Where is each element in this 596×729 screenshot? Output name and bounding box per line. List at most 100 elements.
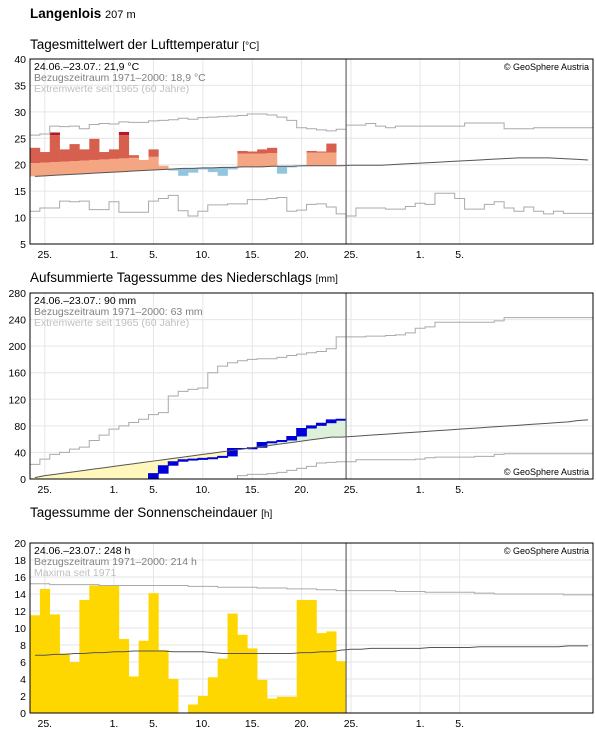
precipitation-deviation-fill xyxy=(59,473,70,479)
temperature-title-text: Tagesmittelwert der Lufttemperatur xyxy=(30,37,239,52)
precipitation-deviation-fill xyxy=(217,451,228,457)
temperature-bar-warm xyxy=(267,147,278,154)
precipitation-deviation-fill xyxy=(158,459,169,466)
precipitation-xtick-label: 10. xyxy=(196,484,211,496)
sunshine-bar xyxy=(326,631,337,713)
temperature-chart xyxy=(29,58,594,245)
temperature-bar-above-normal xyxy=(49,162,60,176)
temperature-bar-record xyxy=(118,131,130,136)
sunshine-bar xyxy=(207,677,218,713)
temperature-bar-warm xyxy=(39,152,51,163)
precipitation-xtick-label: 15. xyxy=(245,484,260,496)
temperature-bar-below-normal xyxy=(197,167,209,170)
precipitation-xtick-label: 1. xyxy=(416,484,425,496)
temperature-info-reference: Bezugszeitraum 1971–2000: 18,9 °C xyxy=(34,72,206,84)
temperature-bar-above-normal xyxy=(316,152,327,166)
precipitation-deviation-fill xyxy=(30,477,41,479)
temperature-xtick-label: 5. xyxy=(149,249,158,261)
sunshine-bar xyxy=(118,639,130,713)
precipitation-deviation-fill xyxy=(99,467,110,479)
precipitation-deviation-fill xyxy=(207,453,218,458)
sunshine-bar xyxy=(109,585,120,713)
precipitation-deviation-fill xyxy=(336,419,347,438)
sunshine-xtick-label: 20. xyxy=(294,718,309,729)
precipitation-ytick-label: 280 xyxy=(8,288,26,300)
precipitation-daily-bar xyxy=(296,428,307,437)
precipitation-daily-bar xyxy=(197,458,209,460)
precipitation-daily-bar xyxy=(188,459,199,461)
precipitation-unit: [mm] xyxy=(315,274,338,285)
precipitation-deviation-fill xyxy=(316,423,327,439)
temperature-bar-above-normal xyxy=(158,165,169,170)
temperature-bar-below-normal xyxy=(217,167,228,176)
sunshine-ytick-label: 0 xyxy=(20,708,26,720)
sunshine-bar xyxy=(306,599,317,713)
sunshine-bar xyxy=(158,650,169,713)
temperature-bar-above-normal xyxy=(69,161,80,175)
precipitation-ytick-label: 120 xyxy=(8,394,26,406)
precipitation-daily-bar xyxy=(217,456,228,458)
temperature-bar-warm xyxy=(79,149,90,161)
temperature-bar-above-normal xyxy=(39,162,51,176)
temperature-xtick-label: 20. xyxy=(294,249,309,261)
temperature-bar-warm xyxy=(89,138,100,160)
sunshine-bar xyxy=(148,593,159,713)
temperature-xtick-label: 15. xyxy=(245,249,260,261)
precipitation-ytick-label: 40 xyxy=(14,447,26,459)
temperature-ytick-label: 20 xyxy=(14,160,26,172)
temperature-ytick-label: 25 xyxy=(14,133,26,145)
precipitation-deviation-fill xyxy=(197,454,209,459)
station-altitude: 207 m xyxy=(105,9,136,21)
sunshine-info-current: 24.06.–23.07.: 248 h xyxy=(34,545,130,557)
sunshine-bar xyxy=(59,653,70,713)
station-header: Langenlois 207 m xyxy=(30,6,136,21)
temperature-bar-above-normal xyxy=(30,163,41,177)
precipitation-ytick-label: 80 xyxy=(14,421,26,433)
temperature-xtick-label: 25. xyxy=(344,249,359,261)
sunshine-xtick-label: 1. xyxy=(110,718,119,729)
sunshine-ytick-label: 6 xyxy=(20,657,26,669)
precipitation-ytick-label: 160 xyxy=(8,368,26,380)
temperature-bar-above-normal xyxy=(59,161,70,175)
temperature-record-high-line xyxy=(30,113,593,136)
temperature-bar-above-normal xyxy=(89,159,100,174)
sunshine-bar xyxy=(128,676,139,713)
precipitation-daily-bar xyxy=(158,465,169,474)
precipitation-daily-bar xyxy=(306,425,317,429)
temperature-xtick-label: 5. xyxy=(455,249,464,261)
temperature-bar-warm xyxy=(237,150,248,154)
temperature-info-current: 24.06.–23.07.: 21,9 °C xyxy=(34,61,140,73)
sunshine-xtick-label: 5. xyxy=(149,718,158,729)
precipitation-daily-bar xyxy=(257,442,268,448)
precipitation-xtick-label: 25. xyxy=(344,484,359,496)
sunshine-bar xyxy=(257,679,268,713)
sunshine-record-high-line xyxy=(30,583,593,596)
sunshine-bar xyxy=(197,696,209,713)
temperature-record-low-line xyxy=(30,192,593,217)
sunshine-title-text: Tagessumme der Sonnenscheindauer xyxy=(30,505,258,520)
temperature-bar-above-normal xyxy=(267,153,278,167)
precipitation-info-extremes: Extremwerte seit 1965 (60 Jahre) xyxy=(34,317,189,329)
sunshine-xtick-label: 1. xyxy=(416,718,425,729)
temperature-bar-above-normal xyxy=(138,159,149,171)
temperature-bar-warm xyxy=(306,150,317,153)
sunshine-ytick-label: 18 xyxy=(14,555,26,567)
temperature-copyright: © GeoSphere Austria xyxy=(504,62,589,72)
precipitation-title-text: Aufsummierte Tagessumme des Niederschlag… xyxy=(30,270,312,285)
precipitation-info-reference: Bezugszeitraum 1971–2000: 63 mm xyxy=(34,306,203,318)
station-name: Langenlois xyxy=(30,6,102,21)
sunshine-bar xyxy=(30,615,41,713)
temperature-bar-warm xyxy=(326,143,337,153)
temperature-bar-above-normal xyxy=(128,157,139,172)
temperature-ytick-label: 10 xyxy=(14,213,26,225)
sunshine-bar xyxy=(99,585,110,713)
temperature-bar-below-normal xyxy=(207,167,218,173)
temperature-bar-above-normal xyxy=(247,153,258,167)
precipitation-deviation-fill xyxy=(89,469,100,479)
sunshine-bar xyxy=(237,634,248,713)
precipitation-deviation-fill xyxy=(109,466,120,479)
sunshine-bar xyxy=(217,658,228,713)
temperature-ytick-label: 40 xyxy=(14,54,26,66)
precipitation-deviation-fill xyxy=(128,463,139,479)
temperature-bar-warm xyxy=(316,151,327,153)
